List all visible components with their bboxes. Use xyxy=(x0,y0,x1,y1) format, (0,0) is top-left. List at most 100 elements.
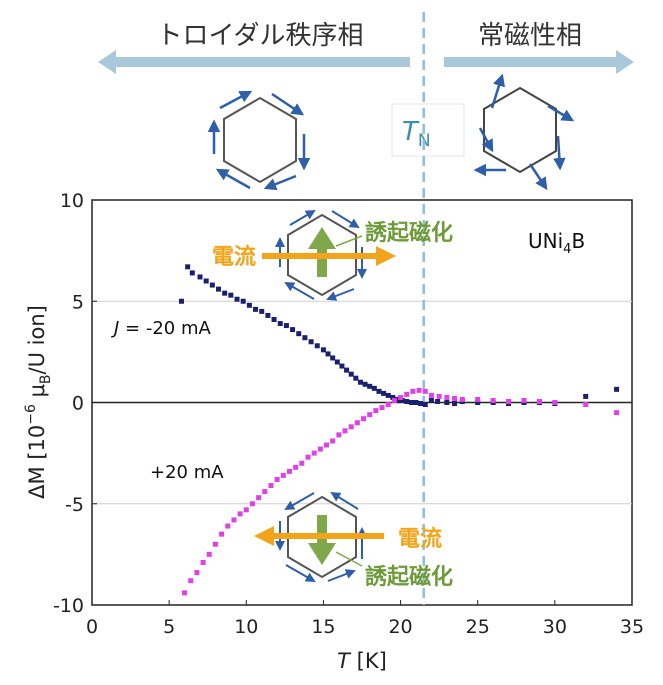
data-point xyxy=(290,327,296,333)
data-point xyxy=(552,400,558,405)
data-point xyxy=(367,412,373,418)
data-point xyxy=(418,401,424,407)
x-tick-label: 0 xyxy=(86,616,98,638)
y-axis-label: ΔM [10−6 μB/U ion] xyxy=(23,305,54,499)
y-tick-label: 5 xyxy=(72,291,84,313)
data-point xyxy=(475,400,481,405)
data-point xyxy=(206,551,212,557)
data-point xyxy=(354,420,360,426)
data-point xyxy=(274,476,280,482)
right-phase-arrow xyxy=(444,50,634,74)
data-point xyxy=(259,308,265,314)
data-point xyxy=(311,450,317,456)
neg-series-label: J = -20 mA xyxy=(111,318,211,339)
data-point xyxy=(194,570,200,576)
data-point xyxy=(357,379,363,385)
right-phase-label: 常磁性相 xyxy=(478,21,582,51)
induced-label-top: 誘起磁化 xyxy=(365,220,453,246)
x-tick-label: 5 xyxy=(163,616,175,638)
data-point xyxy=(583,393,589,399)
data-point xyxy=(185,264,191,270)
data-point xyxy=(583,402,589,408)
data-point xyxy=(410,388,416,394)
data-point xyxy=(246,302,252,308)
data-point xyxy=(216,286,222,292)
data-point xyxy=(256,495,262,501)
data-point xyxy=(371,385,377,391)
data-point xyxy=(436,393,442,399)
data-point xyxy=(203,278,209,284)
data-point xyxy=(237,511,243,517)
data-point xyxy=(302,335,308,341)
data-point xyxy=(413,400,419,405)
data-point xyxy=(381,390,387,396)
y-tick-label: -5 xyxy=(65,494,84,516)
data-point xyxy=(182,590,188,596)
data-point xyxy=(362,381,368,387)
data-point xyxy=(344,367,350,373)
data-point xyxy=(376,388,382,394)
data-point xyxy=(243,507,249,513)
left-phase-label: トロイダル秩序相 xyxy=(157,21,364,51)
data-point xyxy=(308,339,314,345)
data-point xyxy=(444,394,450,400)
data-point xyxy=(277,321,283,327)
current-label-top: 電流 xyxy=(212,244,256,270)
data-point xyxy=(459,396,465,402)
data-point xyxy=(178,298,184,304)
data-point xyxy=(271,316,277,322)
data-point xyxy=(391,397,397,403)
data-point xyxy=(265,312,271,318)
data-point xyxy=(404,398,410,404)
data-point xyxy=(320,347,326,353)
data-point xyxy=(296,331,302,337)
data-point xyxy=(325,351,331,357)
data-point xyxy=(200,559,206,565)
data-point xyxy=(299,460,305,466)
data-point xyxy=(336,432,342,438)
data-point xyxy=(219,531,225,537)
x-axis-label: T [K] xyxy=(337,649,387,673)
data-point xyxy=(422,402,428,408)
data-point xyxy=(394,396,400,402)
series-pos-20ma xyxy=(182,387,620,596)
data-point xyxy=(342,428,348,434)
data-point xyxy=(536,398,542,404)
data-point xyxy=(416,387,422,393)
data-point xyxy=(249,501,255,507)
data-point xyxy=(305,454,311,460)
data-point xyxy=(385,392,391,398)
data-point xyxy=(286,468,292,474)
data-point xyxy=(283,323,289,329)
x-ticks: 0 5 10 15 20 25 30 35 xyxy=(86,600,644,638)
data-point xyxy=(361,416,367,422)
data-point xyxy=(262,489,268,495)
data-point xyxy=(390,394,396,400)
induced-up-arrow-icon xyxy=(308,227,336,277)
data-point xyxy=(379,405,385,411)
y-ticks: 10 5 0 -5 -10 xyxy=(53,190,97,617)
data-point xyxy=(212,541,218,547)
data-point xyxy=(475,396,481,402)
data-point xyxy=(334,359,340,365)
x-tick-label: 15 xyxy=(311,616,335,638)
data-point xyxy=(348,424,354,430)
data-point xyxy=(234,296,240,302)
y-tick-label: 10 xyxy=(60,190,84,212)
data-point xyxy=(385,402,391,408)
data-point xyxy=(614,386,620,392)
data-point xyxy=(324,442,330,448)
series-neg-20ma xyxy=(178,264,620,408)
current-right-arrow-icon xyxy=(262,246,396,266)
data-point xyxy=(209,282,215,288)
data-point xyxy=(330,355,336,361)
y-tick-label: -10 xyxy=(53,595,84,617)
y-tick-label: 0 xyxy=(72,393,84,415)
data-point xyxy=(614,410,620,416)
data-point xyxy=(339,363,345,369)
data-point xyxy=(404,391,410,397)
compound-label: UNi4B xyxy=(528,229,585,257)
toroidal-hexagon-icon xyxy=(207,90,311,191)
data-point xyxy=(435,398,441,404)
